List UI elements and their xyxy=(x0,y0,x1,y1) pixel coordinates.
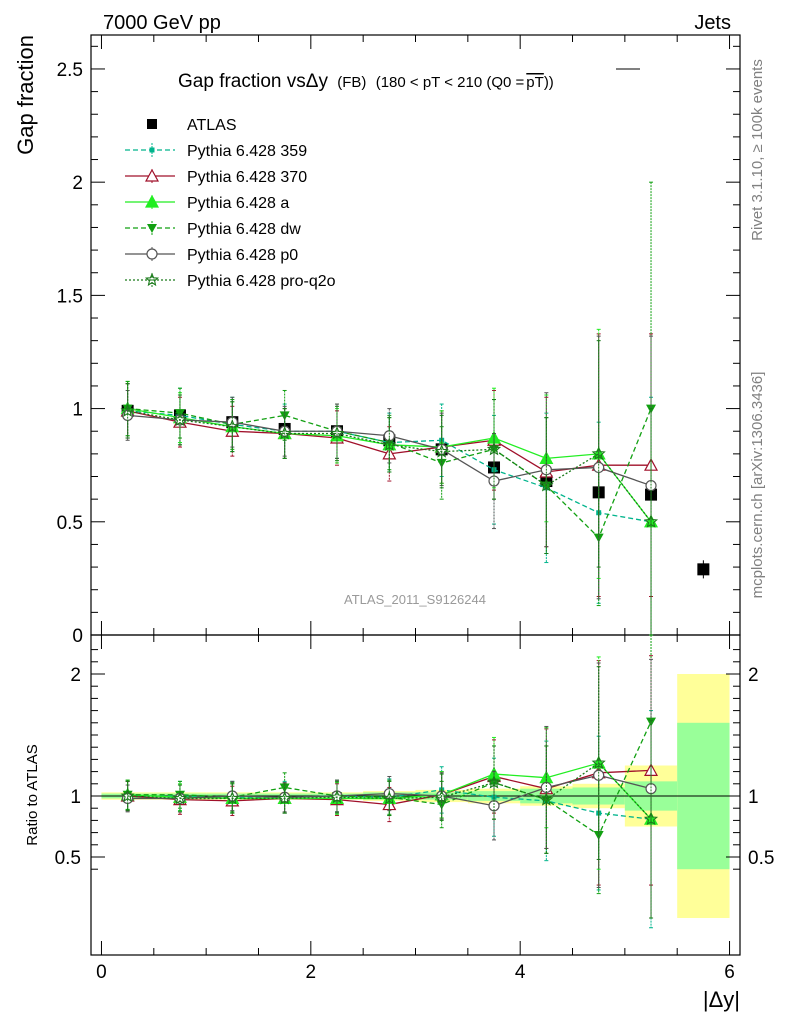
legend-label: Pythia 6.428 pro-q2o xyxy=(187,273,336,290)
series-marks xyxy=(120,181,710,929)
main-series-pythia-6-428-pro-q2o xyxy=(120,340,659,636)
process-label: Jets xyxy=(694,12,731,34)
marker-star xyxy=(643,514,659,528)
axis-ticks: 0 0.5 1 1.5 2 2.5 0.5 0.5 1 1 2 2 0 2 4 6 xyxy=(55,35,774,983)
main-y-tick-label: 0 xyxy=(72,626,83,647)
marker-triangle xyxy=(144,194,160,208)
marker-star xyxy=(329,789,345,804)
x-tick-label: 0 xyxy=(96,962,107,983)
plot-title-small: (FB) xyxy=(337,74,366,91)
series-line xyxy=(127,410,652,523)
legend-label: Pythia 6.428 370 xyxy=(187,169,307,186)
mcplots-label: mcplots.cern.ch [arXiv:1306.3436] xyxy=(749,372,766,599)
marker-square xyxy=(697,563,710,576)
main-y-tick-label: 1 xyxy=(72,400,83,421)
main-y-tick-label: 2 xyxy=(72,173,83,194)
main-y-axis-label: Gap fraction xyxy=(13,35,38,155)
x-tick-label: 4 xyxy=(515,962,526,983)
legend-label: Pythia 6.428 p0 xyxy=(187,247,298,264)
x-tick-label: 6 xyxy=(724,962,735,983)
ratio-series-line xyxy=(127,721,652,837)
plot-title-cut-over: pT xyxy=(526,74,544,91)
ratio-series-line xyxy=(127,762,652,820)
energy-label: 7000 GeV pp xyxy=(103,12,221,34)
marker-star xyxy=(382,437,397,451)
marker-star xyxy=(277,426,292,440)
legend: ATLAS Pythia 6.428 359 Pythia 6.428 370 Pyt… xyxy=(125,117,336,290)
ratio-y-tick-label-left: 0.5 xyxy=(55,848,81,869)
marker-star xyxy=(486,775,502,789)
marker-star xyxy=(486,441,502,456)
legend-label: Pythia 6.428 dw xyxy=(187,221,301,238)
marker-star xyxy=(277,790,292,805)
legend-entry: Pythia 6.428 359 xyxy=(125,143,307,160)
plot-title-cut-end: )) xyxy=(544,74,554,91)
marker-dot xyxy=(149,147,155,153)
legend-label: Pythia 6.428 a xyxy=(187,195,289,212)
plot-title: Gap fraction vsΔy (FB) (180 < pT < 210 (… xyxy=(178,71,554,92)
legend-label: ATLAS xyxy=(187,117,237,134)
ratio-y-tick-label-left: 2 xyxy=(70,665,81,686)
marker-star xyxy=(643,811,659,826)
marker-star xyxy=(172,412,188,426)
marker-star xyxy=(539,478,554,492)
marker-triangle-down xyxy=(147,224,157,233)
main-y-tick-label: 2.5 xyxy=(57,60,83,81)
marker-star xyxy=(225,790,240,805)
rivet-version-label: Rivet 3.1.10, ≥ 100k events xyxy=(749,59,766,241)
marker-star xyxy=(172,790,188,805)
marker-star xyxy=(120,403,135,417)
ratio-y-tick-label-right: 1 xyxy=(748,787,759,808)
marker-square xyxy=(147,119,157,129)
plot-title-cut: (180 < pT < 210 (Q0 = xyxy=(376,74,525,91)
legend-entry: Pythia 6.428 dw xyxy=(125,221,301,238)
marker-star xyxy=(144,272,160,287)
marker-star xyxy=(120,788,135,803)
ratio-y-axis-label: Ratio to ATLAS xyxy=(24,744,41,845)
ratio-y-tick-label-left: 1 xyxy=(70,787,81,808)
analysis-watermark: ATLAS_2011_S9126244 xyxy=(344,592,486,607)
legend-entry: Pythia 6.428 pro-q2o xyxy=(125,272,336,290)
x-tick-label: 2 xyxy=(306,962,317,983)
ratio-y-tick-label-right: 2 xyxy=(748,665,759,686)
legend-entry: Pythia 6.428 p0 xyxy=(125,247,298,264)
marker-star xyxy=(382,790,397,805)
marker-triangle xyxy=(144,168,160,182)
marker-star xyxy=(225,419,240,433)
marker-star xyxy=(329,426,345,440)
ratio-y-tick-label-right: 0.5 xyxy=(748,848,774,869)
legend-entry: Pythia 6.428 a xyxy=(125,194,289,212)
plot-title-main: Gap fraction vs xyxy=(178,71,306,92)
main-y-tick-label: 1.5 xyxy=(57,286,83,307)
legend-label: Pythia 6.428 359 xyxy=(187,143,307,160)
main-y-tick-label: 0.5 xyxy=(57,513,83,534)
marker-star xyxy=(434,444,449,458)
marker-star xyxy=(539,792,554,806)
marker-circle xyxy=(146,248,158,260)
legend-entry: ATLAS xyxy=(147,117,237,134)
marker-star xyxy=(434,789,449,804)
marker-star xyxy=(591,446,606,460)
plot-title-var: Δy xyxy=(306,71,329,92)
legend-entry: Pythia 6.428 370 xyxy=(125,168,307,186)
ratio-series-pythia-6-428-pro-q2o xyxy=(120,666,659,919)
x-axis-label: |Δy| xyxy=(703,987,740,1012)
marker-star xyxy=(591,755,606,770)
